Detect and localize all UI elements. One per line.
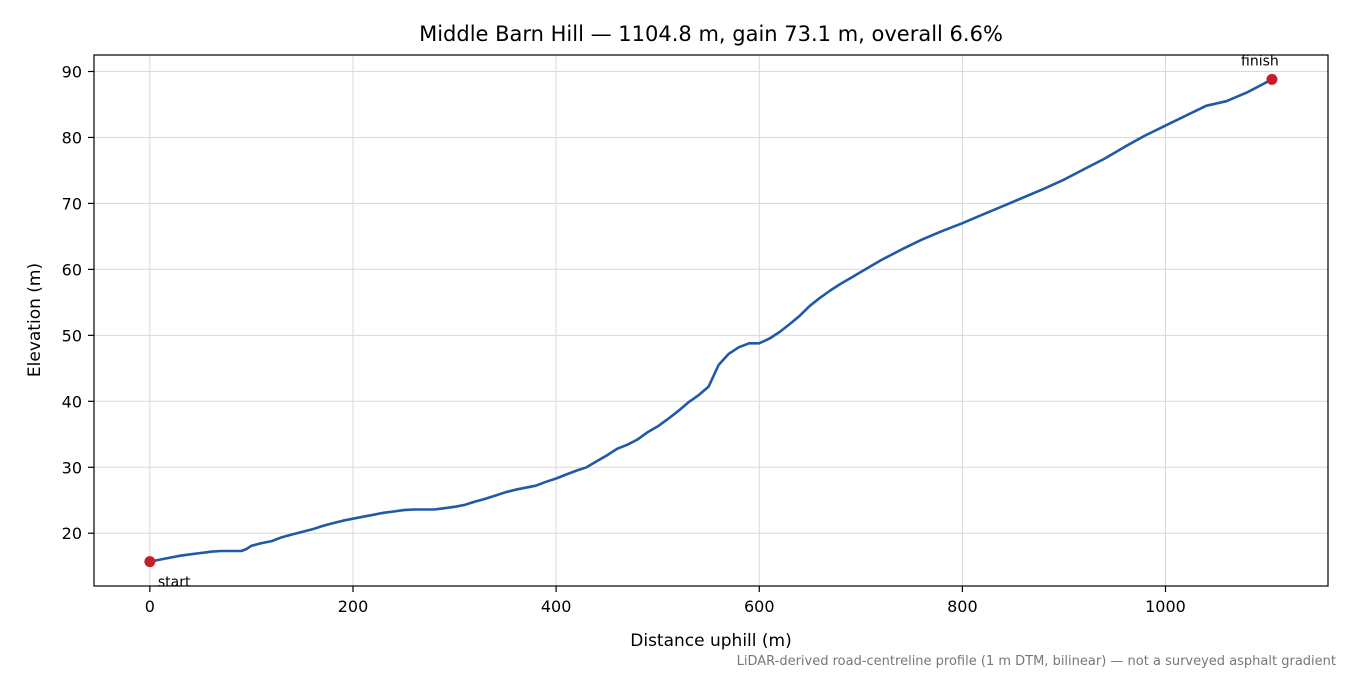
y-tick-label: 30 [62, 458, 82, 477]
chart-title: Middle Barn Hill — 1104.8 m, gain 73.1 m… [419, 22, 1003, 46]
footnote: LiDAR-derived road-centreline profile (1… [737, 654, 1336, 669]
x-tick-label: 400 [541, 597, 572, 616]
finish-marker [1266, 73, 1278, 85]
start-annotation: start [158, 575, 191, 591]
marker-layer: start finish [144, 53, 1279, 591]
y-tick-label: 20 [62, 524, 82, 543]
x-axis-label: Distance uphill (m) [630, 631, 791, 651]
x-tick-label: 800 [947, 597, 978, 616]
y-tick-label: 50 [62, 326, 82, 345]
finish-annotation: finish [1241, 53, 1279, 69]
y-tick-label: 80 [62, 128, 82, 147]
grid-layer [94, 55, 1328, 586]
x-tick-label: 600 [744, 597, 775, 616]
y-tick-label: 40 [62, 392, 82, 411]
y-axis-label: Elevation (m) [25, 263, 45, 377]
x-tick-label: 200 [338, 597, 369, 616]
y-tick-label: 60 [62, 260, 82, 279]
x-tick-label: 0 [145, 597, 155, 616]
line-layer [149, 78, 1273, 563]
plot-frame [93, 54, 1329, 587]
tick-layer: 0 200 400 600 800 1000 20 30 40 50 60 70 80 90 [62, 62, 1186, 616]
y-tick-label: 90 [62, 62, 82, 81]
elevation-series-line [149, 78, 1273, 563]
y-tick-label: 70 [62, 194, 82, 213]
x-tick-label: 1000 [1145, 597, 1186, 616]
start-marker [144, 556, 156, 568]
